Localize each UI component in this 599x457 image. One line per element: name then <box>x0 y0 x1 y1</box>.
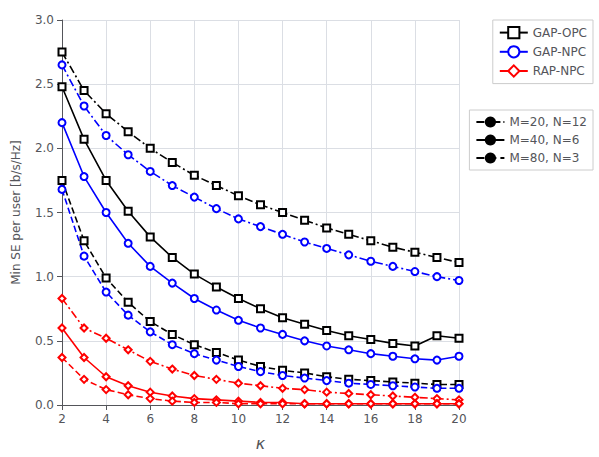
svg-text:14: 14 <box>319 412 334 426</box>
svg-text:10: 10 <box>231 412 246 426</box>
svg-text:GAP-OPC: GAP-OPC <box>533 26 587 40</box>
svg-text:3.0: 3.0 <box>35 13 54 27</box>
svg-text:1.0: 1.0 <box>35 270 54 284</box>
svg-text:0.0: 0.0 <box>35 398 54 412</box>
svg-text:κ: κ <box>256 434 266 453</box>
svg-text:2: 2 <box>58 412 66 426</box>
svg-text:Min SE per user [b/s/Hz]: Min SE per user [b/s/Hz] <box>9 140 23 285</box>
svg-text:RAP-NPC: RAP-NPC <box>533 64 585 78</box>
svg-text:16: 16 <box>363 412 378 426</box>
svg-text:1.5: 1.5 <box>35 206 54 220</box>
svg-text:18: 18 <box>407 412 422 426</box>
svg-text:M=80, N=3: M=80, N=3 <box>509 151 579 165</box>
svg-text:M=20, N=12: M=20, N=12 <box>509 115 587 129</box>
svg-text:GAP-NPC: GAP-NPC <box>533 45 586 59</box>
svg-text:M=40, N=6: M=40, N=6 <box>509 133 579 147</box>
svg-text:2.5: 2.5 <box>35 77 54 91</box>
svg-text:8: 8 <box>191 412 199 426</box>
svg-text:12: 12 <box>275 412 290 426</box>
svg-text:20: 20 <box>451 412 466 426</box>
svg-text:6: 6 <box>146 412 154 426</box>
svg-text:0.5: 0.5 <box>35 334 54 348</box>
svg-text:4: 4 <box>102 412 110 426</box>
svg-text:2.0: 2.0 <box>35 141 54 155</box>
